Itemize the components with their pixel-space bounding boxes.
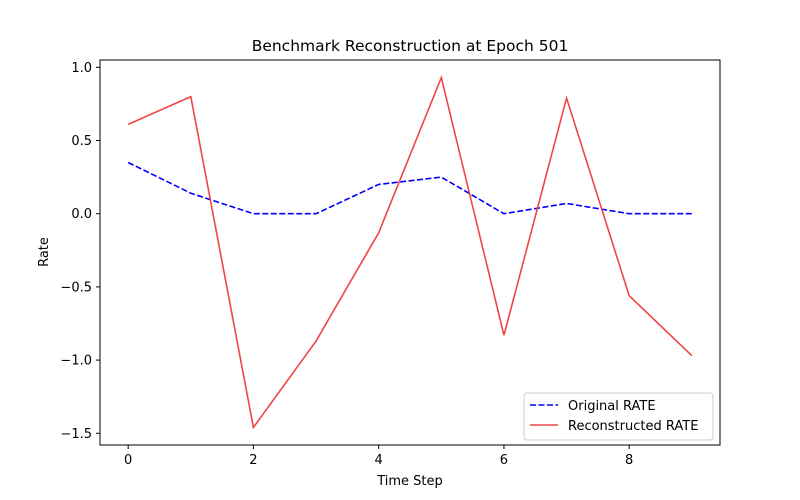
plot-area-frame <box>99 59 721 446</box>
y-tick-label: −1.5 <box>60 427 92 442</box>
y-axis: 1.0 0.5 0.0 −0.5 −1.0 −1.5 <box>60 61 100 442</box>
x-axis: 0 2 4 6 8 <box>124 445 633 468</box>
x-tick-label: 4 <box>375 453 383 468</box>
y-tick-label: 1.0 <box>71 61 92 76</box>
legend: Original RATE Reconstructed RATE <box>523 392 714 441</box>
legend-label-original-rate: Original RATE <box>568 399 656 414</box>
y-axis-label: Rate <box>37 237 52 267</box>
x-tick-label: 6 <box>500 453 508 468</box>
legend-label-reconstructed-rate: Reconstructed RATE <box>568 419 698 434</box>
series-layer <box>127 74 693 430</box>
y-tick-label: −0.5 <box>60 280 92 295</box>
y-tick-label: 0.0 <box>71 207 92 222</box>
y-tick-label: −1.0 <box>60 354 92 369</box>
chart-title: Benchmark Reconstruction at Epoch 501 <box>252 37 569 55</box>
x-axis-label: Time Step <box>376 474 443 489</box>
series-line-reconstructed-rate <box>127 74 693 430</box>
series-line-original-rate <box>127 161 692 215</box>
legend-box <box>523 392 714 441</box>
y-tick-label: 0.5 <box>71 134 92 149</box>
x-tick-label: 2 <box>249 453 257 468</box>
x-tick-label: 0 <box>124 453 132 468</box>
x-tick-label: 8 <box>625 453 633 468</box>
